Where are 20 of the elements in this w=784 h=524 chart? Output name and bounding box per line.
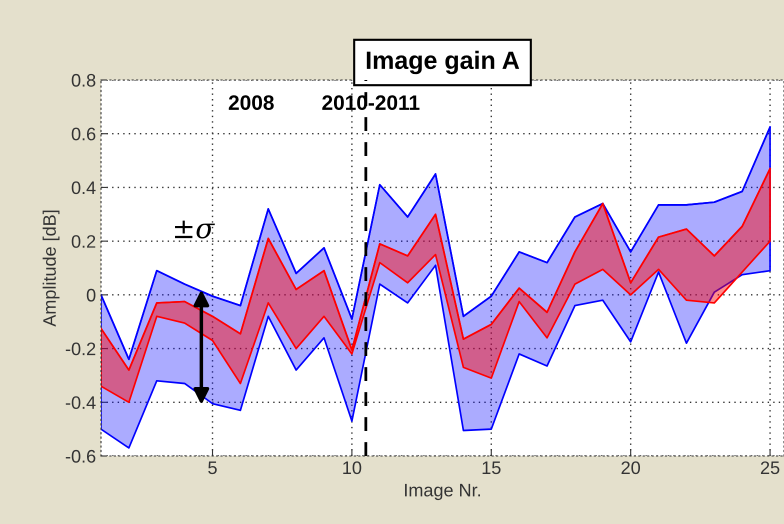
line-series <box>101 126 771 360</box>
annotation: 2010-2011 <box>322 95 420 110</box>
x-tick-label: 10 <box>343 461 362 474</box>
x-tick-label: 15 <box>482 462 501 474</box>
y-tick-label: 0.2 <box>72 235 96 248</box>
y-tick-label: 0 <box>86 288 96 302</box>
y-tick-label: 0.6 <box>72 128 96 140</box>
y-tick-label: -0.2 <box>66 342 96 356</box>
y-axis-title: Amplitude [dB] <box>42 210 60 327</box>
chart-title: Image gain A <box>366 50 520 74</box>
x-tick-label: 25 <box>760 461 780 474</box>
y-tick-label: -0.6 <box>66 450 96 463</box>
y-tick-label: 0.8 <box>72 74 96 87</box>
x-axis-title: Image Nr. <box>405 484 480 500</box>
x-tick-label: 20 <box>622 461 640 474</box>
annotation: ±σ <box>175 220 215 238</box>
x-tick-label: 5 <box>208 462 217 474</box>
annotation: 2008 <box>228 95 274 110</box>
y-tick-label: 0.4 <box>72 181 96 194</box>
y-tick-label: -0.4 <box>66 396 96 410</box>
